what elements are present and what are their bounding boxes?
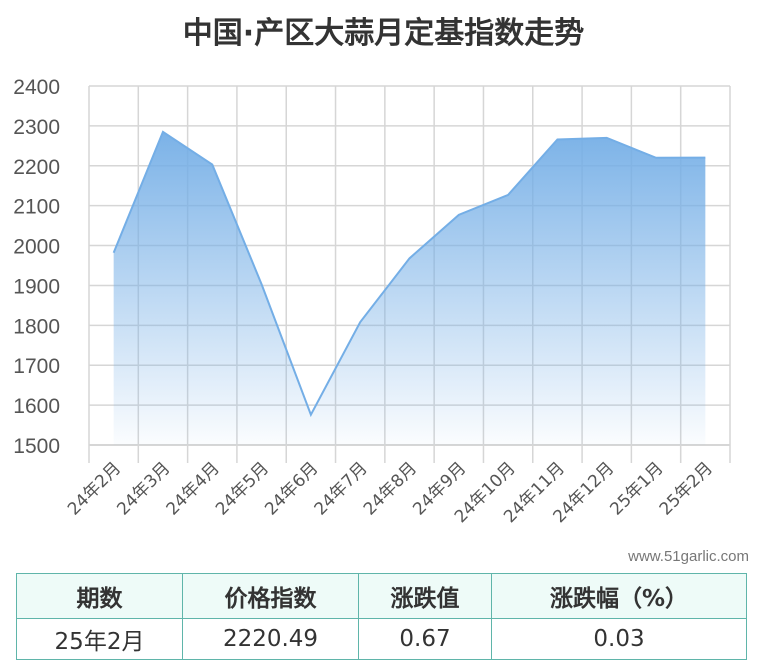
x-tick-label: 24年4月 xyxy=(163,458,224,519)
x-tick-label: 24年6月 xyxy=(261,458,322,519)
x-tick-label: 25年1月 xyxy=(606,458,667,519)
y-tick-label: 2400 xyxy=(13,76,60,99)
x-tick-label: 24年5月 xyxy=(212,458,273,519)
area-chart: 1500 1600 1700 1800 1900 2000 2100 2200 2300 2400… xyxy=(13,76,731,527)
x-tick-label: 24年3月 xyxy=(113,458,174,519)
x-tick-label: 24年2月 xyxy=(64,458,125,519)
cell-change-pct: 0.03 xyxy=(491,618,747,660)
summary-table: 期数 价格指数 涨跌值 涨跌幅（%） 25年2月 2220.49 0.67 0.… xyxy=(16,573,747,660)
table-row: 25年2月 2220.49 0.67 0.03 xyxy=(16,618,747,660)
x-tick-label: 24年7月 xyxy=(311,458,372,519)
chart-title: 中国·产区大蒜月定基指数走势 xyxy=(182,16,585,51)
y-tick-label: 1900 xyxy=(13,275,60,298)
y-tick-label: 2100 xyxy=(13,196,60,219)
header-change: 涨跌值 xyxy=(358,573,492,619)
cell-change: 0.67 xyxy=(358,618,492,660)
x-tick-label: 25年2月 xyxy=(656,458,717,519)
header-index: 价格指数 xyxy=(182,573,359,619)
y-tick-label: 1500 xyxy=(13,435,60,458)
y-tick-label: 2200 xyxy=(13,156,60,179)
header-change-pct: 涨跌幅（%） xyxy=(491,573,747,619)
y-tick-label: 2300 xyxy=(13,116,60,139)
y-tick-label: 1800 xyxy=(13,315,60,338)
cell-index: 2220.49 xyxy=(182,618,359,660)
header-period: 期数 xyxy=(16,573,183,619)
y-tick-label: 1600 xyxy=(13,395,60,418)
y-tick-label: 2000 xyxy=(13,236,60,259)
x-tick-label: 24年8月 xyxy=(360,458,421,519)
y-tick-label: 1700 xyxy=(13,355,60,378)
watermark: www.51garlic.com xyxy=(628,548,749,565)
area-fill xyxy=(113,131,706,445)
cell-period: 25年2月 xyxy=(16,618,183,660)
table-header-row: 期数 价格指数 涨跌值 涨跌幅（%） xyxy=(16,573,747,619)
